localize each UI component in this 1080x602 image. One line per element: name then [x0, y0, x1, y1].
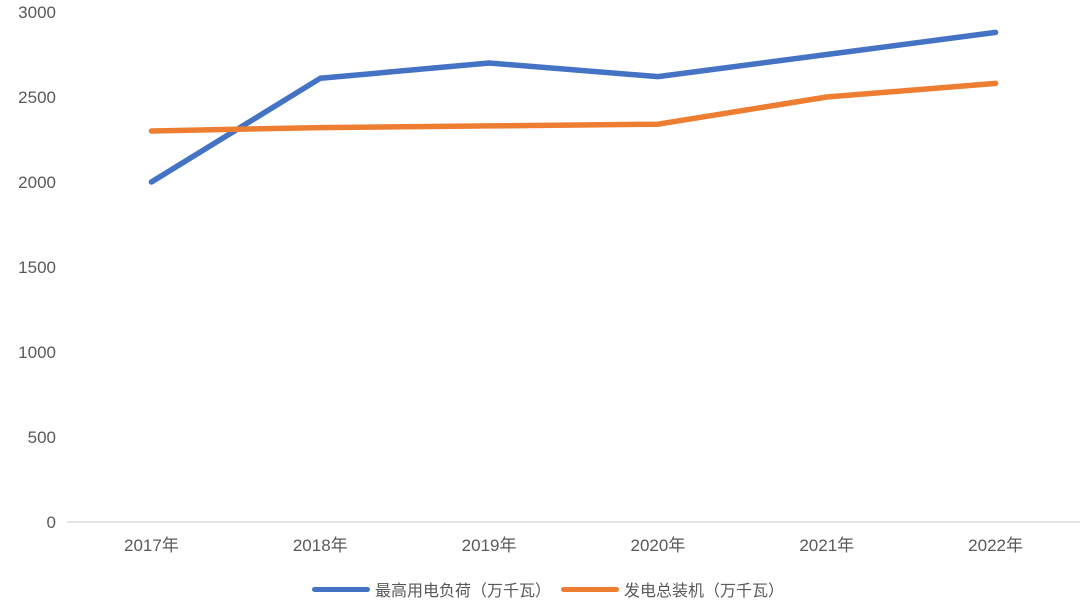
chart-legend: 最高用电负荷（万千瓦） 发电总装机（万千瓦）: [8, 577, 1080, 601]
y-axis-tick-labels: 0 500 1000 1500 2000 2500 3000: [18, 3, 56, 532]
y-axis-tick-label: 1500: [18, 258, 56, 277]
y-axis-tick-label: 2500: [18, 88, 56, 107]
y-axis-tick-label: 0: [47, 513, 56, 532]
legend-line-swatch-orange: [561, 586, 619, 592]
series-line-orange: [148, 80, 999, 134]
series-line-blue: [148, 29, 999, 185]
x-axis-tick-label: 2021年: [799, 536, 854, 555]
y-axis-tick-label: 2000: [18, 173, 56, 192]
x-axis-tick-label: 2020年: [631, 536, 686, 555]
legend-item-max-load: 最高用电负荷（万千瓦）: [311, 577, 551, 601]
x-axis-tick-label: 2022年: [968, 536, 1023, 555]
y-axis-tick-label: 1000: [18, 343, 56, 362]
legend-label-installed-capacity: 发电总装机（万千瓦）: [624, 583, 785, 600]
x-axis-tick-label: 2019年: [462, 536, 517, 555]
legend-item-installed-capacity: 发电总装机（万千瓦）: [561, 577, 784, 601]
legend-line-swatch-blue: [311, 586, 370, 592]
series-lines: [148, 29, 999, 185]
legend-label-max-load: 最高用电负荷（万千瓦）: [374, 583, 551, 600]
y-axis-tick-label: 3000: [18, 3, 56, 22]
y-axis-tick-label: 500: [28, 428, 56, 447]
x-axis: 2017年 2018年 2019年 2020年 2021年 2022年: [67, 521, 1080, 555]
x-axis-tick-label: 2018年: [293, 536, 348, 555]
x-axis-tick-label: 2017年: [124, 536, 179, 555]
